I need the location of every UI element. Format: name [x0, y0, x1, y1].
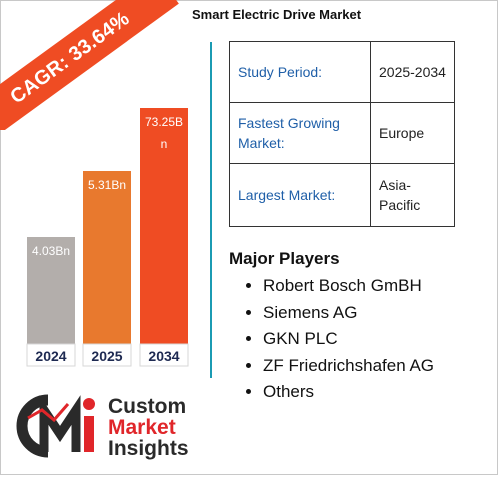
info-value: 2025-2034 — [370, 41, 455, 103]
major-players-title: Major Players — [229, 249, 340, 268]
list-item: Siemens AG — [263, 300, 434, 327]
year-box-2034 — [139, 343, 189, 367]
x-tick-label: 2025 — [91, 348, 122, 364]
info-value: Asia-Pacific — [370, 163, 455, 227]
year-box-2025 — [82, 343, 132, 367]
info-key: Largest Market: — [229, 163, 371, 227]
year-box-2024 — [26, 343, 76, 367]
list-item: GKN PLC — [263, 326, 434, 353]
major-players-list: Robert Bosch GmBH Siemens AG GKN PLC ZF … — [245, 273, 434, 406]
data-label: 73.25B n — [145, 115, 183, 151]
market-info-table: Study Period: 2025-2034 Fastest Growing … — [229, 41, 455, 227]
logo-wordmark: Custom Market Insights — [108, 396, 189, 459]
bar-2025 — [83, 171, 131, 344]
logo-line-market: Market — [108, 416, 176, 439]
info-value: Europe — [370, 102, 455, 164]
bar-2034 — [140, 108, 188, 344]
divider-line — [210, 42, 212, 378]
list-item: ZF Friedrichshafen AG — [263, 353, 434, 380]
info-key: Fastest Growing Market: — [229, 102, 371, 164]
page-title: Smart Electric Drive Market — [192, 7, 362, 22]
info-row-largest-market: Largest Market: Asia-Pacific — [229, 163, 455, 227]
bar-chart: 2024 4.03Bn 2025 5.31Bn 2034 73.25B n — [26, 108, 189, 367]
x-tick-label: 2024 — [35, 348, 66, 364]
info-key: Study Period: — [229, 41, 371, 103]
data-label: 4.03Bn — [32, 244, 70, 258]
bar-2024 — [27, 237, 75, 344]
logo-line-insights: Insights — [108, 437, 189, 460]
info-row-fastest-growing: Fastest Growing Market: Europe — [229, 102, 455, 164]
x-tick-label: 2034 — [148, 348, 179, 364]
list-item: Robert Bosch GmBH — [263, 273, 434, 300]
company-logo: Custom Market Insights — [0, 378, 230, 475]
list-item: Others — [263, 379, 434, 406]
info-row-study-period: Study Period: 2025-2034 — [229, 41, 455, 103]
data-label: 5.31Bn — [88, 178, 126, 192]
cmi-logo-icon — [16, 394, 95, 458]
logo-line-custom: Custom — [108, 395, 187, 418]
